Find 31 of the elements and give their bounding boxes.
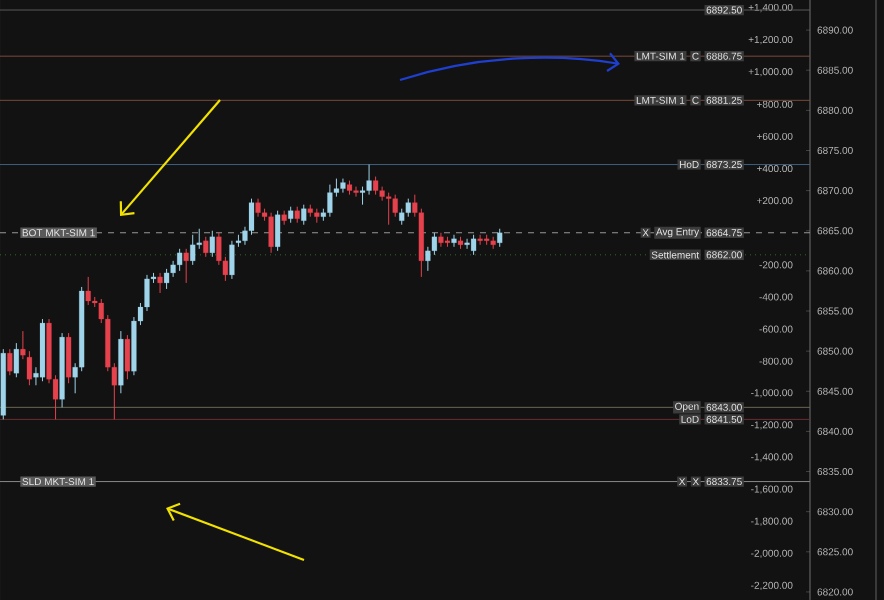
candlestick xyxy=(229,240,235,280)
candlestick xyxy=(66,332,72,384)
candlestick xyxy=(275,210,281,252)
candlestick xyxy=(190,234,196,266)
candlestick xyxy=(386,192,392,226)
candlestick xyxy=(340,178,346,194)
candlestick xyxy=(209,230,215,258)
candlestick xyxy=(301,204,307,226)
candlestick xyxy=(268,212,274,254)
candlestick xyxy=(392,194,398,218)
candlestick xyxy=(255,198,261,218)
candlestick xyxy=(124,334,130,380)
candlestick xyxy=(203,236,209,258)
candlestick xyxy=(438,232,444,248)
candlestick xyxy=(85,276,91,306)
candlestick xyxy=(183,248,189,284)
candlestick xyxy=(327,184,333,218)
candlestick xyxy=(164,268,170,290)
candlestick xyxy=(497,228,503,248)
candlestick xyxy=(177,248,183,272)
candlestick xyxy=(477,234,483,246)
candlestick xyxy=(118,330,124,394)
candlestick xyxy=(7,348,13,376)
candlestick xyxy=(464,238,470,250)
candlestick xyxy=(13,342,19,378)
candlestick xyxy=(405,198,411,218)
candlestick xyxy=(451,234,457,248)
candlestick xyxy=(157,272,163,294)
candlestick xyxy=(471,234,477,256)
candlestick xyxy=(373,176,379,196)
candlestick xyxy=(353,186,359,198)
